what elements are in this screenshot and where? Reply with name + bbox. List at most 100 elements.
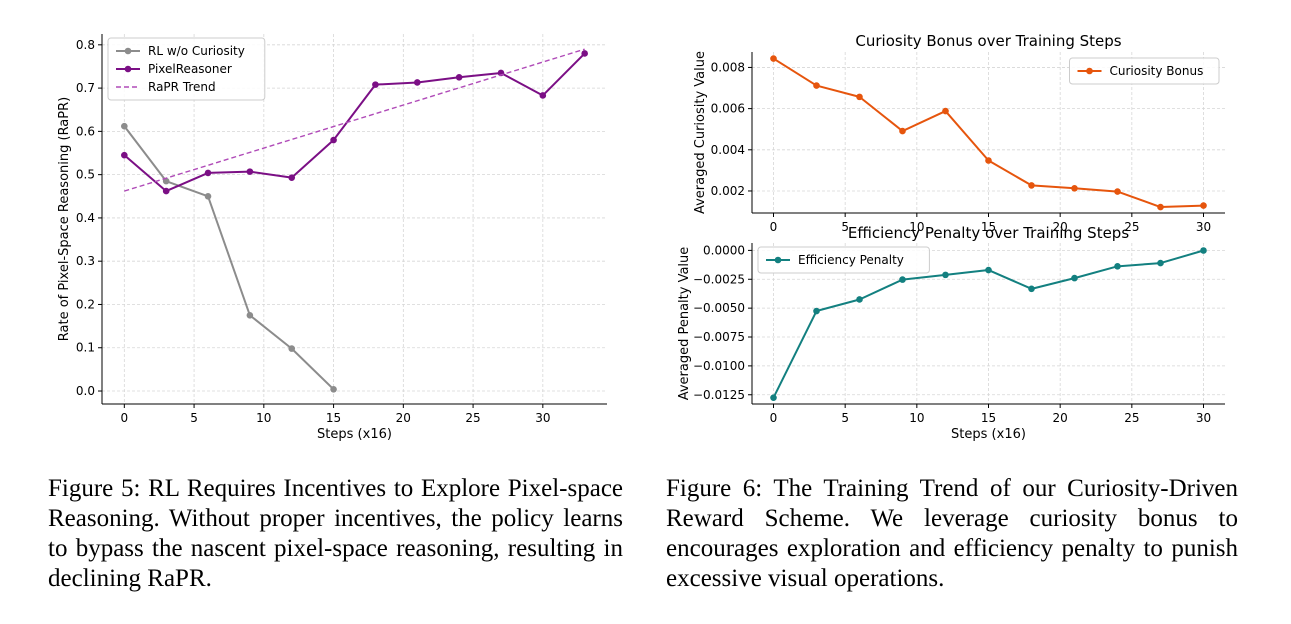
legend-frame (107, 37, 266, 101)
legend-entry: RL w/o Curiosity (148, 44, 245, 58)
figure5-caption: Figure 5: RL Requires Incentives to Expl… (48, 474, 623, 594)
legend-marker (1086, 67, 1093, 75)
legend: RL w/o Curiosity PixelReasoner RaPR Trend (107, 37, 266, 101)
y-tick-label: 0.006 (711, 102, 745, 116)
data-point (813, 307, 820, 315)
data-point (1200, 247, 1207, 254)
data-point (1200, 202, 1207, 209)
data-point (942, 271, 949, 279)
y-tick-label: 0.0000 (703, 243, 745, 257)
data-point (856, 93, 863, 101)
x-tick-label: 20 (1053, 220, 1068, 234)
y-tick-label: 0.008 (711, 60, 745, 74)
y-tick-label: −0.0025 (693, 272, 745, 286)
data-point (985, 266, 992, 274)
series-line-1 (123, 52, 586, 193)
y-tick-label: 0.1 (76, 341, 95, 355)
legend: Curiosity Bonus (1069, 57, 1220, 85)
data-point (1114, 188, 1121, 195)
x-tick-label: 25 (465, 411, 480, 425)
y-tick-label: −0.0100 (693, 359, 745, 373)
data-point (413, 79, 421, 86)
y-tick-label: 0.5 (76, 168, 95, 182)
data-point (1028, 285, 1035, 293)
data-point (1157, 203, 1164, 211)
x-tick-label: 0 (121, 411, 129, 425)
data-point (1071, 184, 1078, 192)
data-point (581, 50, 588, 57)
data-point (1028, 182, 1035, 189)
legend-marker (774, 256, 782, 264)
chart-2: 0 5 10 15 20 25 30 −0.0125 −0.0100 −0.0075 −0.0050… (677, 224, 1225, 442)
figure5-caption-label: Figure 5: (48, 475, 141, 502)
x-tick-label: 25 (1124, 411, 1139, 425)
x-tick-label: 10 (909, 220, 924, 234)
y-axis-label: Rate of Pixel-Space Reasoning (RaPR) (57, 97, 72, 341)
x-tick-label: 5 (841, 220, 849, 234)
figure6-caption: Figure 6: The Training Trend of our Curi… (666, 474, 1238, 594)
figure6-caption-label: Figure 6: (666, 475, 763, 502)
data-point (1157, 259, 1164, 267)
legend-frame (1069, 57, 1220, 85)
y-axis-label: Averaged Curiosity Value (693, 51, 708, 214)
data-point (942, 107, 949, 115)
x-tick-label: 30 (1196, 220, 1211, 234)
data-point (899, 276, 906, 283)
x-tick-label: 30 (1196, 411, 1211, 425)
data-point (899, 127, 906, 135)
data-point (288, 345, 296, 352)
legend-entry: Efficiency Penalty (798, 253, 904, 267)
legend: Efficiency Penalty (757, 246, 930, 274)
data-point (455, 73, 463, 81)
x-tick-label: 10 (256, 411, 271, 425)
legend-entry: RaPR Trend (148, 80, 216, 94)
figure6-caption-text: The Training Trend of our Curiosity-Driv… (666, 475, 1238, 592)
y-tick-label: 0.6 (76, 124, 95, 138)
series-line-2 (124, 48, 585, 192)
legend-marker (124, 47, 132, 55)
data-point (539, 92, 547, 99)
data-point (288, 174, 296, 181)
data-point (330, 136, 337, 144)
x-tick-label: 15 (326, 411, 341, 425)
data-point (770, 394, 777, 401)
y-tick-label: 0.004 (711, 143, 745, 157)
y-tick-label: 0.8 (76, 38, 95, 52)
x-tick-label: 30 (535, 411, 550, 425)
series-line-0 (123, 125, 335, 391)
y-tick-label: 0.002 (711, 184, 745, 198)
data-point (1071, 274, 1078, 282)
data-point (1114, 263, 1121, 270)
y-tick-label: −0.0125 (693, 388, 745, 402)
chart-1: 0 5 10 15 20 25 30 0.002 0.004 0.006 0.008Averaged… (693, 32, 1225, 234)
x-tick-label: 15 (981, 411, 996, 425)
y-tick-label: 0.4 (76, 211, 95, 225)
x-tick-label: 0 (770, 220, 778, 234)
y-tick-label: 0.2 (76, 297, 95, 311)
y-tick-label: 0.7 (76, 81, 95, 95)
legend-entry: PixelReasoner (148, 62, 232, 76)
x-tick-label: 0 (770, 411, 778, 425)
figure5-caption-text: RL Requires Incentives to Explore Pixel-… (48, 475, 624, 592)
data-point (162, 177, 170, 185)
figure-canvas: 0 5 10 15 20 25 30 0.0 0.1 0.2 0.3 0.4 0.5 0.6 0.7 0.8 S… (57, 32, 1225, 442)
data-point (121, 122, 128, 130)
y-axis-label: Averaged Penalty Value (677, 247, 692, 401)
data-point (856, 296, 863, 303)
data-point (204, 169, 212, 177)
x-axis-label: Steps (x16) (317, 427, 392, 442)
data-point (330, 385, 337, 393)
x-tick-label: 15 (981, 220, 996, 234)
data-point (162, 187, 170, 195)
data-point (770, 55, 777, 62)
x-tick-label: 25 (1124, 220, 1139, 234)
data-point (246, 168, 254, 175)
y-tick-label: −0.0050 (693, 301, 745, 315)
data-point (246, 311, 254, 319)
y-tick-label: 0.3 (76, 254, 95, 268)
chart-title: Curiosity Bonus over Training Steps (855, 32, 1121, 50)
y-tick-label: −0.0075 (693, 330, 745, 344)
legend-entry: Curiosity Bonus (1110, 64, 1204, 78)
legend-frame (757, 246, 930, 274)
data-point (204, 192, 212, 200)
